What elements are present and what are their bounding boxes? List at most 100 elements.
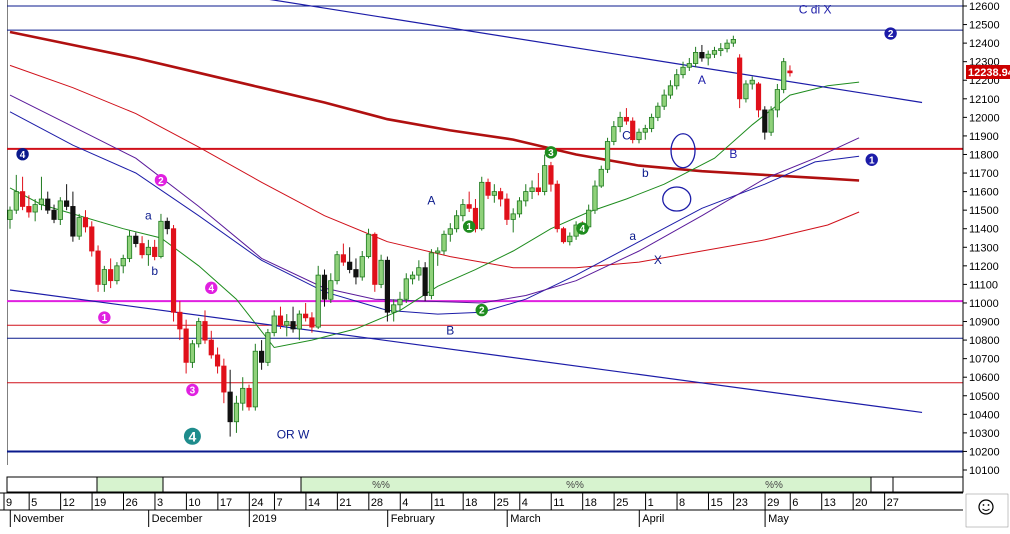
candle-body — [491, 191, 497, 196]
y-tick-label: 11100 — [969, 279, 998, 291]
candle — [45, 191, 51, 214]
candle-body — [133, 235, 139, 244]
smiley-face — [978, 499, 994, 515]
last-price-label: 12238.94 — [968, 67, 1010, 79]
candle-body — [391, 304, 397, 313]
candle — [485, 178, 491, 200]
candle — [655, 102, 661, 122]
wave-label: A — [427, 194, 435, 208]
smiley-mouth — [982, 508, 990, 511]
y-tick-label: 10200 — [969, 446, 1000, 458]
candle-body — [586, 209, 592, 228]
wave-count-label: 2 — [158, 176, 164, 187]
candle — [586, 204, 592, 229]
candle — [284, 314, 290, 337]
x-date-label: 11 — [434, 497, 445, 509]
y-tick-label: 12500 — [969, 20, 1000, 32]
scrollbar-right-segment[interactable] — [870, 476, 894, 493]
candle-body — [498, 191, 504, 200]
candle-body — [730, 39, 736, 44]
candle — [133, 232, 139, 248]
y-tick-label: 10300 — [969, 428, 1000, 440]
candle-body — [535, 187, 541, 193]
wave-count-circle — [186, 383, 199, 397]
candle — [774, 83, 780, 118]
candle-body — [76, 217, 82, 237]
candle — [548, 161, 554, 192]
candle — [32, 199, 38, 222]
candle-body — [328, 280, 334, 300]
candle — [328, 273, 334, 303]
candle-body — [479, 181, 485, 230]
x-date-label: 8 — [679, 497, 685, 509]
candle-body — [529, 187, 535, 193]
candle-body — [353, 269, 359, 278]
candle-body — [542, 165, 548, 192]
x-month-label: November — [13, 513, 64, 525]
candle-body — [648, 116, 655, 129]
y-tick-label: 10600 — [969, 372, 1000, 384]
x-date-label: 27 — [887, 497, 899, 509]
candle — [196, 317, 202, 348]
candle-body — [221, 365, 227, 393]
candle-body — [416, 267, 422, 276]
y-tick-label: 12400 — [969, 38, 1000, 50]
wave-label: C — [622, 129, 631, 143]
candle — [617, 111, 623, 133]
candle-body — [636, 131, 642, 141]
candle — [372, 232, 378, 292]
x-date-label: 7 — [276, 497, 282, 509]
wave-count-circle — [154, 173, 168, 187]
candle-body — [189, 343, 196, 363]
candle — [309, 312, 315, 333]
candle — [252, 343, 258, 411]
x-date-label: 26 — [126, 497, 138, 509]
candle — [359, 250, 365, 281]
x-date-label: 4 — [522, 497, 528, 509]
candle — [321, 269, 328, 307]
x-date-label: 17 — [220, 497, 232, 509]
candle — [523, 184, 529, 207]
candle-body — [611, 126, 617, 142]
highlight-ellipse — [662, 186, 692, 212]
candle-body — [340, 254, 346, 263]
candle — [340, 243, 346, 266]
candle-body — [598, 168, 604, 187]
scrollbar-segment[interactable] — [162, 476, 302, 493]
candle-body — [290, 321, 296, 330]
moving-average-line — [9, 81, 860, 349]
wave-label: b — [642, 166, 649, 180]
candle-body — [743, 83, 749, 100]
wave-count-marker: 4 — [576, 222, 589, 235]
wave-count-label: 4 — [20, 150, 26, 161]
wave-count-label: 1 — [869, 155, 875, 166]
candle-body — [435, 250, 441, 254]
wave-count-circle — [544, 146, 558, 159]
candle — [95, 245, 101, 292]
candle — [391, 299, 397, 322]
candle — [674, 69, 680, 90]
scrollbar-grip: %% — [372, 480, 390, 491]
candle-body — [51, 209, 57, 220]
candle-body — [623, 116, 630, 122]
wave-count-label: 1 — [466, 222, 472, 233]
candle-body — [258, 350, 265, 363]
candle-body — [7, 209, 13, 220]
candle — [183, 319, 189, 374]
candle-body — [554, 183, 560, 230]
candle-body — [227, 391, 233, 423]
scrollbar-segment[interactable] — [96, 476, 164, 493]
candle-body — [781, 61, 787, 90]
x-date-label: 11 — [553, 497, 564, 509]
candle — [365, 228, 372, 259]
scrollbar-left-segment[interactable] — [6, 476, 98, 493]
x-date-label: 21 — [339, 497, 351, 509]
candle-body — [768, 109, 774, 133]
candle-body — [95, 250, 101, 285]
candle-body — [409, 274, 416, 280]
wave-count-marker: 2 — [154, 173, 168, 187]
candle — [170, 225, 177, 322]
candle — [535, 173, 541, 196]
candle-body — [303, 313, 309, 319]
